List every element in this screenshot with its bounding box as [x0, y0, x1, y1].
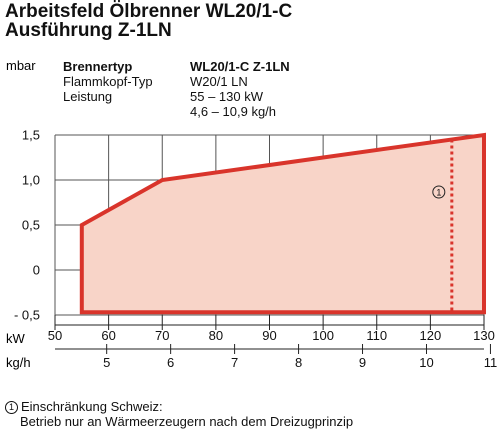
x-tick-label-kw-6: 110	[366, 328, 387, 343]
footnote-marker: 1	[5, 401, 18, 414]
info-value-leistung-kw: 55 – 130 kW	[190, 89, 263, 104]
info-value-flammkopf: W20/1 LN	[190, 74, 248, 89]
info-label-flammkopf: Flammkopf-Typ	[63, 74, 153, 89]
y-tick-label-3: 1,0	[22, 173, 40, 188]
x-tick-label-kw-8: 130	[473, 328, 495, 343]
chart-title-line-2: Ausführung Z-1LN	[5, 20, 172, 41]
x-tick-label-kgh-6: 11	[484, 355, 498, 370]
x-tick-label-kw-1: 60	[101, 328, 115, 343]
x-tick-label-kgh-4: 9	[359, 355, 366, 370]
info-label-brennertyp: Brennertyp	[63, 59, 133, 74]
y-tick-label-0: - 0,5	[14, 308, 40, 323]
footnote-line-2: Betrieb nur an Wärmeerzeugern nach dem D…	[20, 414, 354, 429]
x-tick-label-kw-7: 120	[420, 328, 442, 343]
footnote-text-1: Einschränkung Schweiz:	[21, 399, 163, 414]
x-tick-label-kgh-5: 10	[419, 355, 433, 370]
working-field-area	[79, 132, 486, 315]
chart-title-line-1: Arbeitsfeld Ölbrenner WL20/1-C	[5, 1, 293, 22]
y-tick-label-1: 0	[33, 263, 40, 278]
x-axis-unit-kgh: kg/h	[6, 355, 31, 370]
limit-marker-circle	[432, 185, 446, 199]
x-tick-label-kgh-2: 7	[231, 355, 238, 370]
x-tick-label-kgh-0: 5	[103, 355, 110, 370]
x-tick-label-kw-0: 50	[48, 328, 62, 343]
limit-marker-label: 1	[436, 188, 441, 198]
x-tick-label-kgh-3: 8	[295, 355, 302, 370]
info-value-brennertyp: WL20/1-C Z-1LN	[190, 59, 290, 74]
x-tick-label-kw-4: 90	[262, 328, 276, 343]
footnote-line-1: 1 Einschränkung Schweiz:	[5, 399, 163, 414]
x-tick-label-kw-3: 80	[209, 328, 223, 343]
working-field: 1	[79, 132, 486, 315]
y-tick-label-4: 1,5	[22, 128, 40, 143]
y-tick-label-2: 0,5	[22, 218, 40, 233]
info-value-leistung-kgh: 4,6 – 10,9 kg/h	[190, 104, 277, 119]
x-tick-label-kgh-1: 6	[167, 355, 174, 370]
x-axis-unit-kw: kW	[6, 331, 26, 346]
y-axis-label: mbar	[6, 58, 36, 73]
x-tick-label-kw-5: 100	[312, 328, 334, 343]
info-label-leistung: Leistung	[63, 89, 113, 104]
x-tick-label-kw-2: 70	[155, 328, 169, 343]
